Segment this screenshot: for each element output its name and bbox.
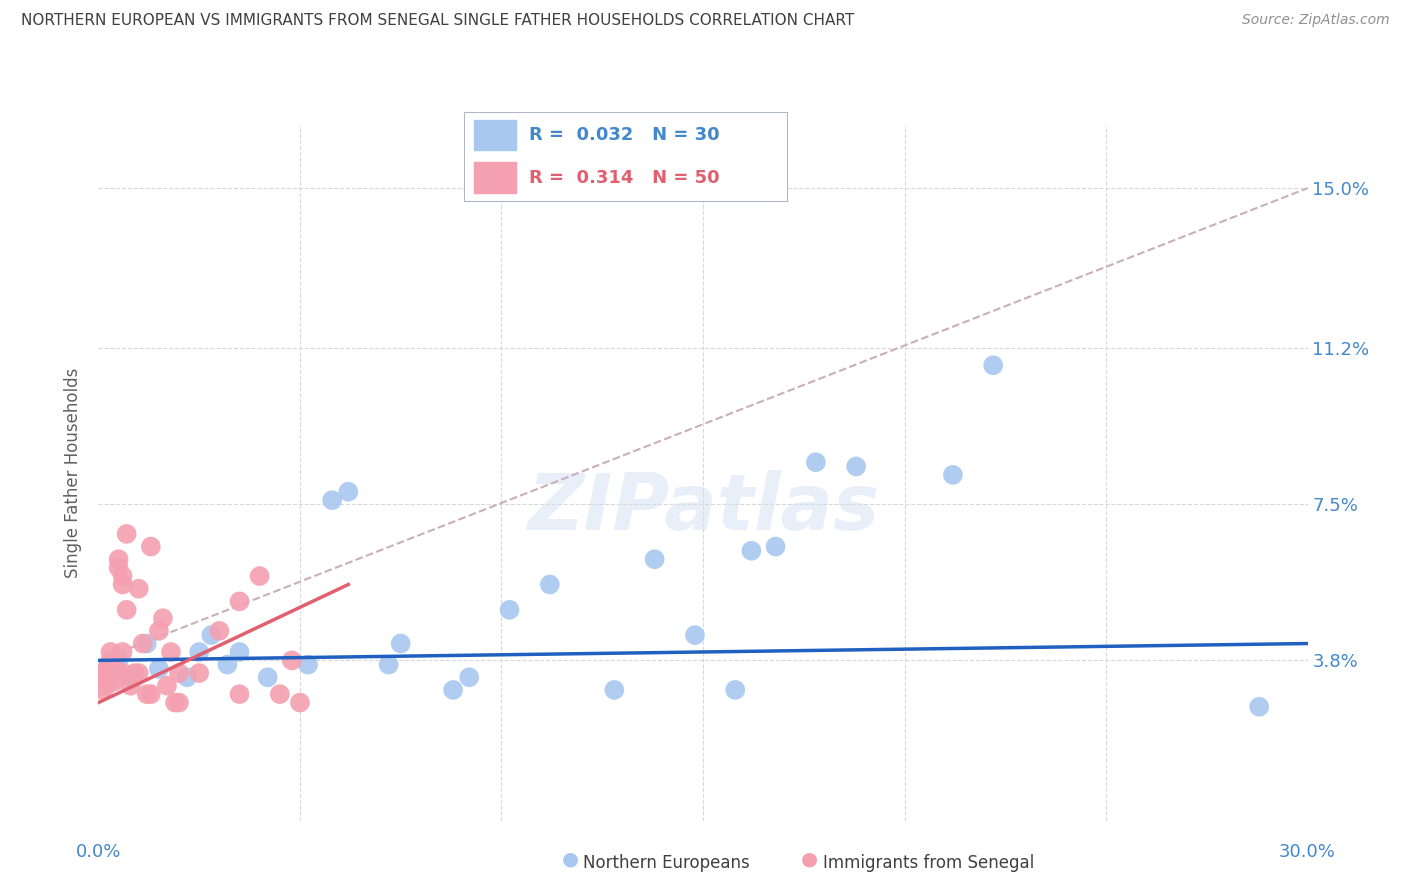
Point — [120, 679, 142, 693]
Point — [167, 696, 190, 710]
Point — [377, 657, 399, 672]
Point — [128, 666, 150, 681]
Point — [107, 560, 129, 574]
Text: ZIPatlas: ZIPatlas — [527, 469, 879, 546]
Point — [156, 679, 179, 693]
Point — [91, 682, 114, 697]
Point — [163, 696, 186, 710]
Point — [740, 543, 762, 558]
Point — [281, 653, 304, 667]
Text: Northern Europeans: Northern Europeans — [583, 855, 751, 872]
Point — [135, 636, 157, 650]
Point — [100, 653, 122, 667]
Point — [103, 653, 125, 667]
Point — [337, 484, 360, 499]
Point — [321, 493, 343, 508]
Text: 30.0%: 30.0% — [1279, 843, 1336, 861]
Point — [200, 628, 222, 642]
Point — [148, 662, 170, 676]
Point — [115, 527, 138, 541]
Point — [100, 670, 122, 684]
Y-axis label: Single Father Households: Single Father Households — [65, 368, 83, 578]
Point — [981, 358, 1004, 372]
Point — [135, 687, 157, 701]
Point — [100, 645, 122, 659]
Point — [139, 540, 162, 554]
Point — [100, 674, 122, 689]
Point — [942, 467, 965, 482]
Point — [91, 670, 114, 684]
Point — [152, 611, 174, 625]
Point — [111, 666, 134, 681]
Point — [228, 687, 250, 701]
Point — [100, 657, 122, 672]
Bar — [474, 120, 516, 150]
Text: ●: ● — [562, 850, 579, 869]
Point — [91, 666, 114, 681]
Text: R =  0.314   N = 50: R = 0.314 N = 50 — [529, 169, 720, 186]
Point — [389, 636, 412, 650]
Point — [228, 645, 250, 659]
Point — [139, 687, 162, 701]
Point — [249, 569, 271, 583]
Point — [498, 603, 520, 617]
Point — [603, 682, 626, 697]
Point — [96, 662, 118, 676]
Point — [804, 455, 827, 469]
Point — [269, 687, 291, 701]
Point — [458, 670, 481, 684]
Point — [538, 577, 561, 591]
Point — [845, 459, 868, 474]
Point — [107, 666, 129, 681]
Point — [103, 674, 125, 689]
Point — [120, 670, 142, 684]
Point — [91, 674, 114, 689]
Point — [724, 682, 747, 697]
Point — [96, 674, 118, 689]
Text: Source: ZipAtlas.com: Source: ZipAtlas.com — [1241, 13, 1389, 28]
Point — [176, 670, 198, 684]
Point — [256, 670, 278, 684]
Point — [96, 679, 118, 693]
Text: NORTHERN EUROPEAN VS IMMIGRANTS FROM SENEGAL SINGLE FATHER HOUSEHOLDS CORRELATIO: NORTHERN EUROPEAN VS IMMIGRANTS FROM SEN… — [21, 13, 855, 29]
Point — [288, 696, 311, 710]
Text: Immigrants from Senegal: Immigrants from Senegal — [823, 855, 1033, 872]
Point — [111, 577, 134, 591]
Point — [91, 679, 114, 693]
Point — [188, 666, 211, 681]
Point — [111, 645, 134, 659]
Text: ●: ● — [801, 850, 818, 869]
Point — [124, 666, 146, 681]
Point — [107, 552, 129, 566]
Point — [297, 657, 319, 672]
Text: R =  0.032   N = 30: R = 0.032 N = 30 — [529, 126, 720, 144]
Point — [100, 662, 122, 676]
Point — [765, 540, 787, 554]
Point — [107, 653, 129, 667]
Point — [167, 666, 190, 681]
Point — [228, 594, 250, 608]
Point — [132, 636, 155, 650]
Text: 0.0%: 0.0% — [76, 843, 121, 861]
Point — [128, 582, 150, 596]
Point — [96, 666, 118, 681]
Point — [188, 645, 211, 659]
Point — [111, 569, 134, 583]
Point — [160, 645, 183, 659]
Point — [644, 552, 666, 566]
Point — [208, 624, 231, 638]
Point — [217, 657, 239, 672]
Point — [441, 682, 464, 697]
Bar — [474, 162, 516, 193]
Point — [115, 603, 138, 617]
Point — [683, 628, 706, 642]
Point — [96, 670, 118, 684]
Point — [148, 624, 170, 638]
Point — [1249, 699, 1271, 714]
